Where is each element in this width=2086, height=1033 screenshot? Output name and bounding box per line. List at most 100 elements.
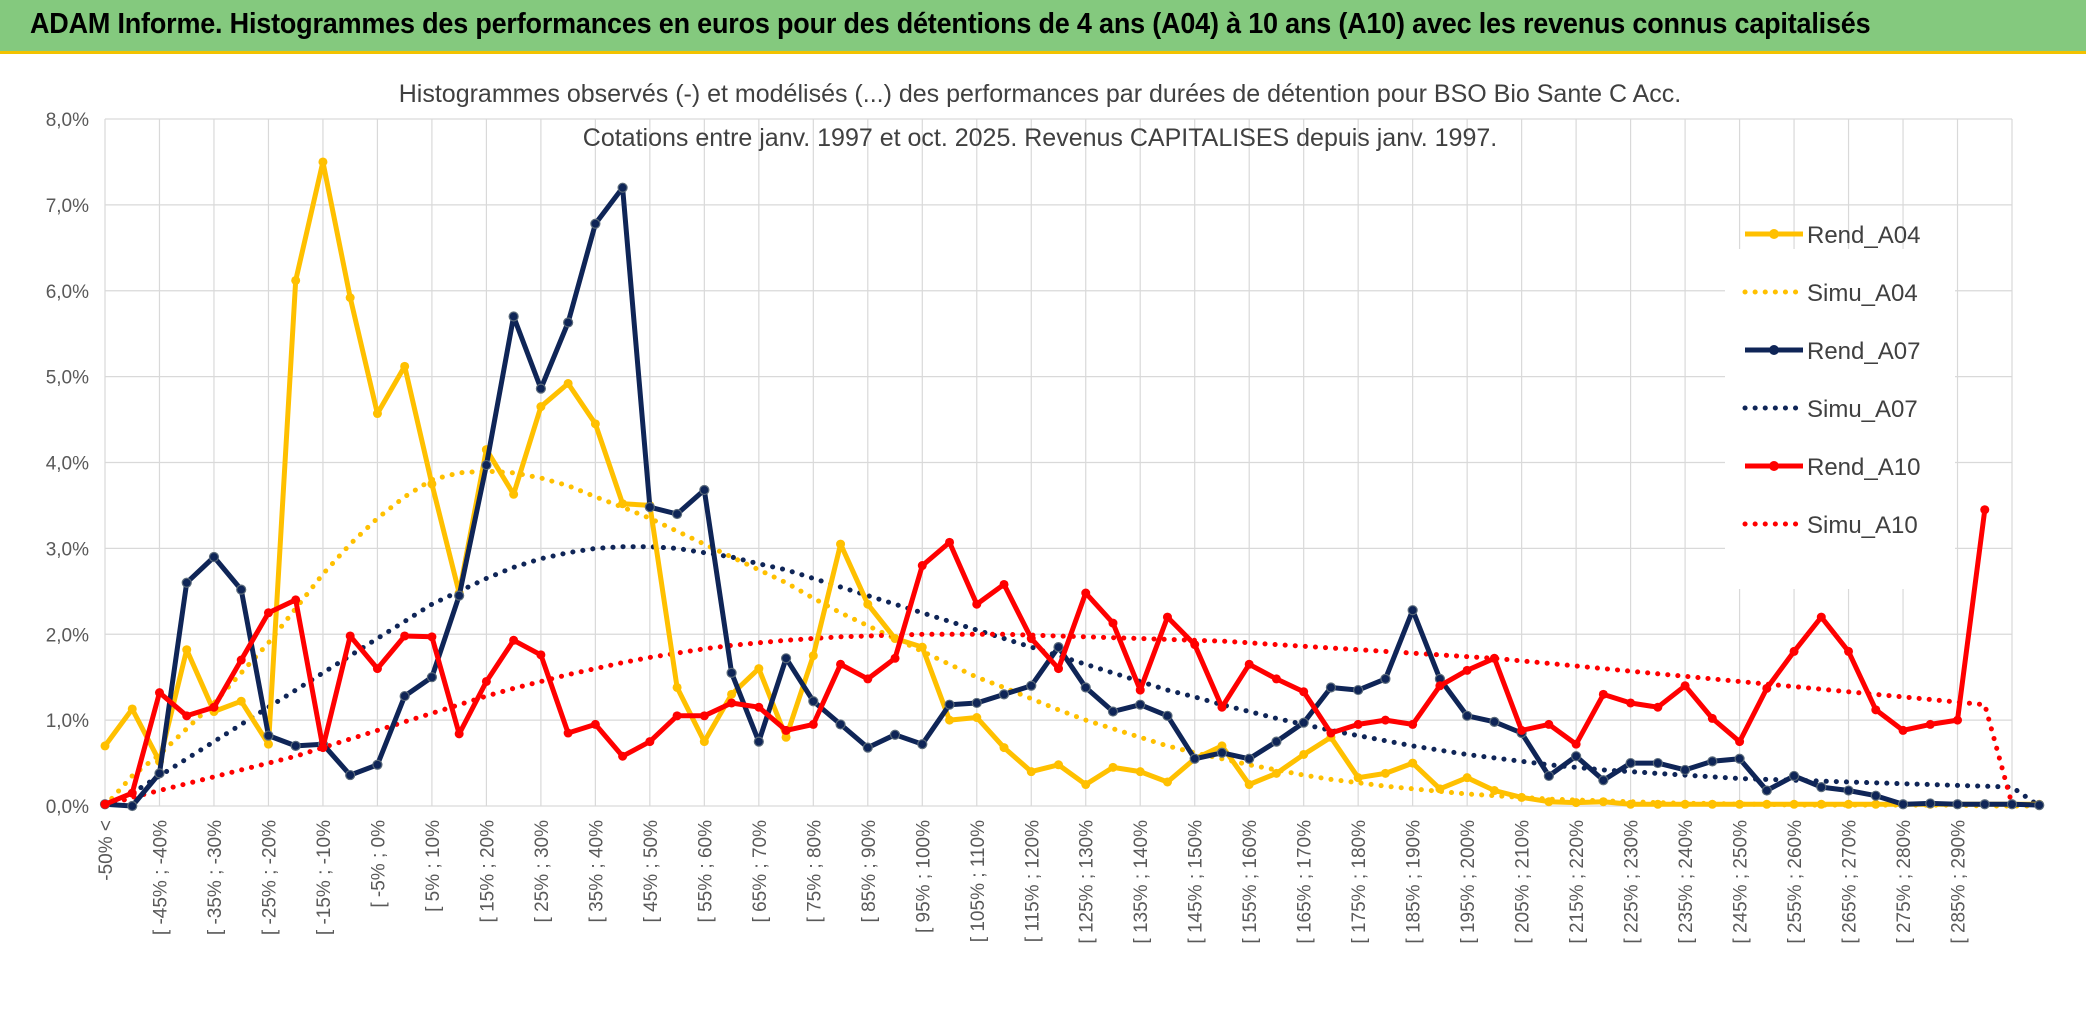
point-Rend_A10 <box>1217 702 1227 712</box>
point-Rend_A10 <box>1598 689 1608 699</box>
legend-label-Rend_A07: Rend_A07 <box>1807 338 1920 365</box>
point-Rend_A07 <box>1298 717 1309 728</box>
point-Rend_A10 <box>917 561 927 571</box>
point-Rend_A07 <box>1080 682 1091 693</box>
point-Rend_A07 <box>154 768 165 779</box>
point-Rend_A10 <box>808 719 818 729</box>
point-Rend_A07 <box>1571 751 1582 762</box>
x-tick-label: [ 25% ; 30% <box>532 820 553 923</box>
point-Rend_A10 <box>1544 719 1554 729</box>
point-Rend_A07 <box>1816 782 1827 793</box>
point-Rend_A07 <box>563 317 574 328</box>
point-Rend_A10 <box>1108 618 1118 628</box>
point-Rend_A10 <box>1980 505 1990 515</box>
point-Rend_A04 <box>100 741 110 751</box>
point-Rend_A07 <box>889 729 901 740</box>
point-Rend_A07 <box>508 311 519 322</box>
legend-label-Simu_A10: Simu_A10 <box>1807 512 1918 539</box>
point-Rend_A07 <box>699 484 710 496</box>
point-Rend_A10 <box>1135 685 1145 695</box>
point-Rend_A07 <box>808 696 819 707</box>
point-Rend_A04 <box>1680 799 1690 809</box>
point-Rend_A07 <box>998 689 1010 700</box>
x-tick-label: [ 225% ; 230% <box>1622 820 1643 944</box>
x-tick-label: [ 105% ; 110% <box>968 820 989 942</box>
point-Rend_A04 <box>590 419 600 429</box>
point-Rend_A04 <box>727 689 737 699</box>
point-Rend_A04 <box>1871 799 1881 809</box>
point-Rend_A10 <box>781 725 791 735</box>
point-Rend_A10 <box>836 659 846 669</box>
point-Rend_A07 <box>290 740 301 751</box>
point-Rend_A07 <box>399 690 410 702</box>
x-tick-label: [ 145% ; 150% <box>1186 820 1207 944</box>
point-Rend_A04 <box>754 664 764 674</box>
point-Rend_A04 <box>1571 798 1581 808</box>
point-Rend_A07 <box>426 672 438 683</box>
point-Rend_A10 <box>863 674 873 684</box>
histogram-chart: 0,0% 1,0% 2,0% 3,0% 4,0% 5,0% 6,0% 7,0% 8,0% -50… <box>0 54 2086 1033</box>
point-Rend_A07 <box>181 577 192 588</box>
point-Rend_A10 <box>1789 646 1799 656</box>
point-Rend_A04 <box>1380 768 1390 778</box>
point-Rend_A07 <box>1843 785 1854 796</box>
x-tick-label: [ 245% ; 250% <box>1731 820 1752 944</box>
point-Rend_A07 <box>1271 736 1282 747</box>
x-tick-label: [ 135% ; 140% <box>1131 820 1152 944</box>
x-tick-label: [ 195% ; 200% <box>1458 820 1479 944</box>
point-Rend_A07 <box>1162 710 1173 721</box>
point-Rend_A07 <box>263 730 274 741</box>
x-tick-label: [ 155% ; 160% <box>1240 820 1261 944</box>
point-Rend_A07 <box>1761 785 1772 796</box>
point-Rend_A07 <box>481 459 492 471</box>
point-Rend_A10 <box>727 698 737 708</box>
point-Rend_A04 <box>1735 799 1745 809</box>
series-line-Rend_A04 <box>102 159 2040 807</box>
x-tick-label: [ 115% ; 120% <box>1022 820 1043 942</box>
x-tick-label: [ 75% ; 80% <box>804 820 825 923</box>
x-tick-label: [ 175% ; 180% <box>1349 820 1370 944</box>
point-Rend_A04 <box>1844 799 1854 809</box>
point-Rend_A04 <box>182 645 192 655</box>
point-Rend_A10 <box>182 711 192 721</box>
point-Rend_A10 <box>372 664 382 674</box>
point-Rend_A10 <box>100 799 110 809</box>
point-Rend_A04 <box>781 732 791 742</box>
point-Rend_A07 <box>862 742 873 753</box>
y-tick-label: 0,0% <box>46 797 89 818</box>
y-tick-label: 5,0% <box>46 368 89 389</box>
point-Rend_A10 <box>1653 702 1663 712</box>
point-Rend_A10 <box>1844 646 1854 656</box>
point-Rend_A10 <box>1571 739 1581 749</box>
point-Rend_A07 <box>590 218 601 229</box>
x-tick-label: [ -35% ; -30% <box>205 820 226 935</box>
point-Rend_A07 <box>1897 799 1909 810</box>
x-tick-label: [ 5% ; 10% <box>423 820 444 912</box>
point-Rend_A04 <box>509 489 519 499</box>
y-axis-ticks: 0,0% 1,0% 2,0% 3,0% 4,0% 5,0% 6,0% 7,0% 8,0% <box>46 110 89 818</box>
point-Rend_A07 <box>1652 757 1663 769</box>
x-tick-label: [ 205% ; 210% <box>1513 820 1534 944</box>
point-Rend_A10 <box>1054 664 1063 674</box>
legend-label-Simu_A07: Simu_A07 <box>1807 396 1918 423</box>
point-Rend_A07 <box>1734 753 1745 764</box>
y-tick-label: 8,0% <box>46 110 89 131</box>
point-Rend_A04 <box>372 409 382 419</box>
point-Rend_A10 <box>481 676 491 686</box>
point-Rend_A10 <box>945 537 955 547</box>
x-tick-label: [ 265% ; 270% <box>1840 820 1861 944</box>
point-Rend_A07 <box>944 699 955 710</box>
point-Rend_A07 <box>454 590 465 601</box>
point-Rend_A04 <box>945 715 955 725</box>
point-Rend_A07 <box>971 697 982 709</box>
point-Rend_A04 <box>672 682 682 692</box>
point-Rend_A07 <box>780 653 792 664</box>
point-Rend_A07 <box>372 759 383 770</box>
point-Rend_A04 <box>1026 767 1036 777</box>
point-Rend_A04 <box>291 275 301 285</box>
legend-box <box>1725 249 1955 589</box>
x-tick-label: [ -25% ; -20% <box>259 820 280 935</box>
legend-marker <box>1769 461 1779 471</box>
point-Rend_A07 <box>1598 775 1609 786</box>
point-Rend_A07 <box>1870 790 1881 801</box>
